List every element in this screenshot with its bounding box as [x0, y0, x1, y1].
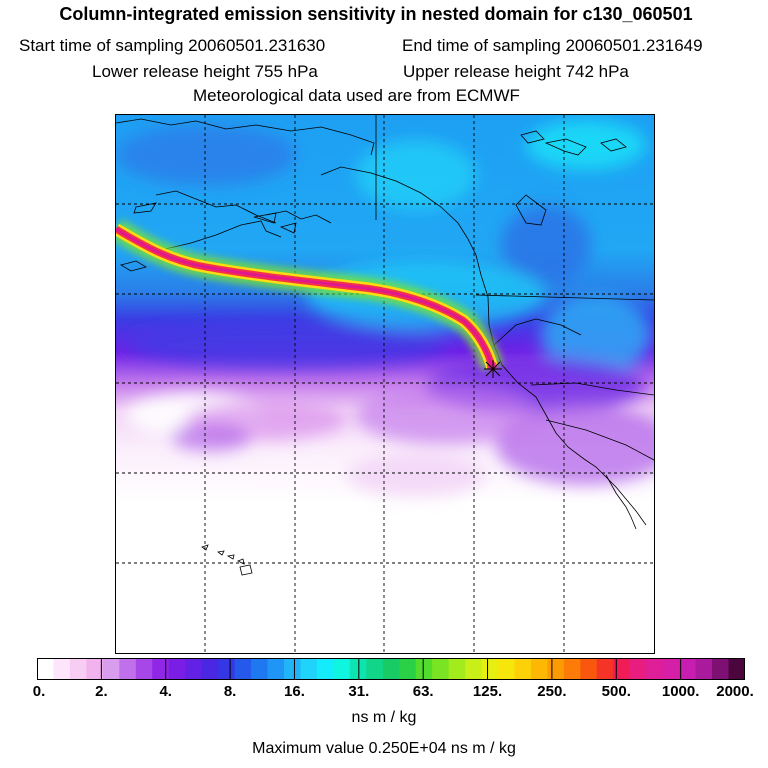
colorbar-cell — [102, 658, 120, 680]
colorbar-cell — [432, 658, 450, 680]
colorbar-tick-label: 63. — [412, 683, 434, 700]
colorbar-tick-label: 1000. — [661, 683, 700, 700]
colorbar-cell — [580, 658, 598, 680]
colorbar-cell — [530, 658, 549, 680]
emission-plume — [116, 219, 503, 371]
release-point-marker — [484, 360, 502, 378]
colorbar-cell — [37, 658, 55, 680]
colorbar-cell — [316, 658, 334, 680]
met-data-label: Meteorological data used are from ECMWF — [193, 86, 520, 105]
colorbar-units: ns m / kg — [351, 709, 417, 726]
colorbar-cell — [399, 658, 417, 680]
end-time-label: End time of sampling 20060501.231649 — [402, 36, 703, 55]
colorbar-cell — [135, 658, 153, 680]
colorbar-tick-label: 16. — [284, 683, 305, 700]
colorbar-cell — [366, 658, 384, 680]
colorbar-tick-label: 0. — [32, 683, 46, 700]
colorbar-tick-label: 31. — [348, 683, 370, 700]
emission-sensitivity-map — [116, 115, 654, 653]
upper-release-height-label: Upper release height 742 hPa — [403, 62, 629, 81]
colorbar-cell — [218, 658, 236, 680]
colorbar-cell — [465, 658, 483, 680]
maximum-value-label: Maximum value 0.250E+04 ns m / kg — [252, 740, 516, 757]
colorbar-tick-label: 250. — [537, 683, 567, 700]
colorbar-cell — [119, 658, 137, 680]
hawaiian-islands — [201, 544, 253, 576]
colorbar-cell — [679, 658, 697, 680]
colorbar-cell — [53, 658, 71, 680]
map-panel — [115, 114, 655, 654]
colorbar-cell — [728, 658, 745, 680]
colorbar-cell — [86, 658, 104, 680]
start-time-label: Start time of sampling 20060501.231630 — [19, 36, 326, 55]
colorbar-cell — [168, 658, 186, 680]
colorbar-tick-label: 125. — [472, 683, 503, 700]
colorbar-tick-label: 4. — [159, 683, 172, 700]
colorbar-tick-label: 2000. — [716, 683, 754, 700]
colorbar-cell — [563, 658, 581, 680]
colorbar-cell — [152, 658, 170, 680]
colorbar-cell — [448, 658, 466, 680]
figure-title: Column-integrated emission sensitivity i… — [59, 4, 693, 24]
colorbar-cell — [498, 658, 516, 680]
colorbar-cell — [283, 658, 302, 680]
colorbar-cell — [662, 658, 680, 680]
colorbar-tick-label: 8. — [223, 683, 237, 700]
colorbar-cell — [646, 658, 664, 680]
colorbar-cell — [415, 658, 433, 680]
colorbar-cell — [69, 658, 87, 680]
colorbar-cell — [382, 658, 400, 680]
colorbar — [37, 658, 745, 680]
colorbar-cell — [333, 658, 351, 680]
colorbar-cell — [481, 658, 499, 680]
colorbar-cell — [300, 658, 318, 680]
colorbar-cell — [514, 658, 532, 680]
colorbar-cell — [629, 658, 647, 680]
colorbar-cell — [234, 658, 252, 680]
colorbar-cell — [613, 658, 631, 680]
colorbar-cell — [201, 658, 219, 680]
colorbar-cell — [596, 658, 614, 680]
colorbar-frame — [37, 658, 745, 680]
colorbar-tick-label: 2. — [95, 683, 108, 700]
colorbar-tick-label: 500. — [601, 683, 631, 700]
colorbar-cell — [267, 658, 285, 680]
colorbar-cell — [712, 658, 730, 680]
lower-release-height-label: Lower release height 755 hPa — [92, 62, 318, 81]
colorbar-cell — [547, 658, 565, 680]
colorbar-cell — [695, 658, 713, 680]
colorbar-cell — [251, 658, 269, 680]
colorbar-cell — [185, 658, 203, 680]
